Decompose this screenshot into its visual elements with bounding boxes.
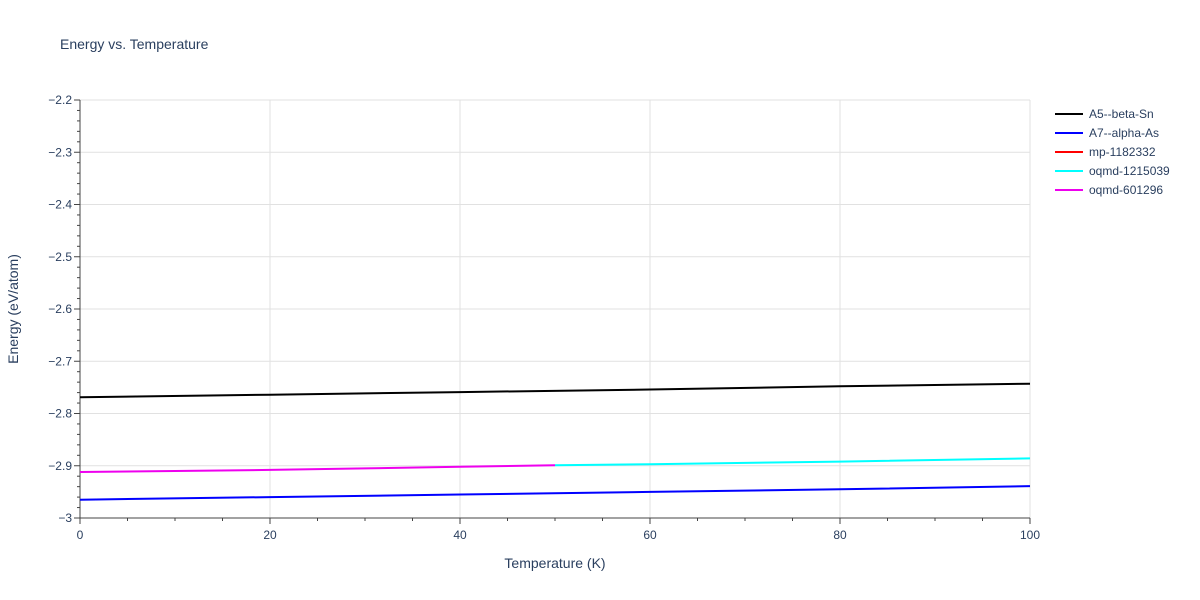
x-tick-label: 0 — [77, 528, 84, 542]
x-tick-label: 20 — [263, 528, 277, 542]
y-tick-label: −2.5 — [48, 250, 72, 264]
legend-label: A7--alpha-As — [1089, 126, 1159, 140]
legend-label: mp-1182332 — [1089, 145, 1156, 159]
legend-label: A5--beta-Sn — [1089, 107, 1154, 121]
y-tick-label: −2.9 — [48, 459, 72, 473]
series-line-A5--beta-Sn — [79, 382, 1031, 399]
legend[interactable]: A5--beta-Sn A7--alpha-As mp-1182332 oqmd-12… — [1055, 107, 1170, 197]
x-tick-label: 100 — [1020, 528, 1040, 542]
series-line-oqmd-1215039 — [554, 457, 1031, 467]
y-tick-label: −2.2 — [48, 93, 72, 107]
x-tick-label: 60 — [643, 528, 657, 542]
y-tick-label: −2.7 — [48, 354, 72, 368]
x-tick-label: 80 — [833, 528, 847, 542]
legend-item[interactable]: A7--alpha-As — [1055, 126, 1159, 140]
axes: 0 20 40 60 80 100 −2.2 −2.3 −2.4 −2.5 −2.6 −2.7 −2.8… — [48, 93, 1040, 542]
legend-item[interactable]: oqmd-1215039 — [1055, 164, 1170, 178]
legend-item[interactable]: mp-1182332 — [1055, 145, 1156, 159]
legend-item[interactable]: oqmd-601296 — [1055, 183, 1163, 197]
chart-title: Energy vs. Temperature — [60, 36, 209, 52]
legend-label: oqmd-601296 — [1089, 183, 1163, 197]
series-line-A7--alpha-As — [79, 485, 1031, 501]
series-lines — [79, 382, 1031, 501]
y-tick-label: −2.6 — [48, 302, 72, 316]
x-axis-label: Temperature (K) — [504, 555, 605, 571]
legend-label: oqmd-1215039 — [1089, 164, 1170, 178]
y-tick-label: −3 — [58, 511, 72, 525]
series-line-oqmd-601296 — [79, 464, 556, 473]
x-tick-label: 40 — [453, 528, 467, 542]
y-tick-label: −2.3 — [48, 145, 72, 159]
y-tick-label: −2.8 — [48, 407, 72, 421]
legend-item[interactable]: A5--beta-Sn — [1055, 107, 1154, 121]
y-axis-label: Energy (eV/atom) — [5, 254, 21, 364]
grid-lines — [80, 99, 1031, 518]
y-tick-label: −2.4 — [48, 198, 72, 212]
